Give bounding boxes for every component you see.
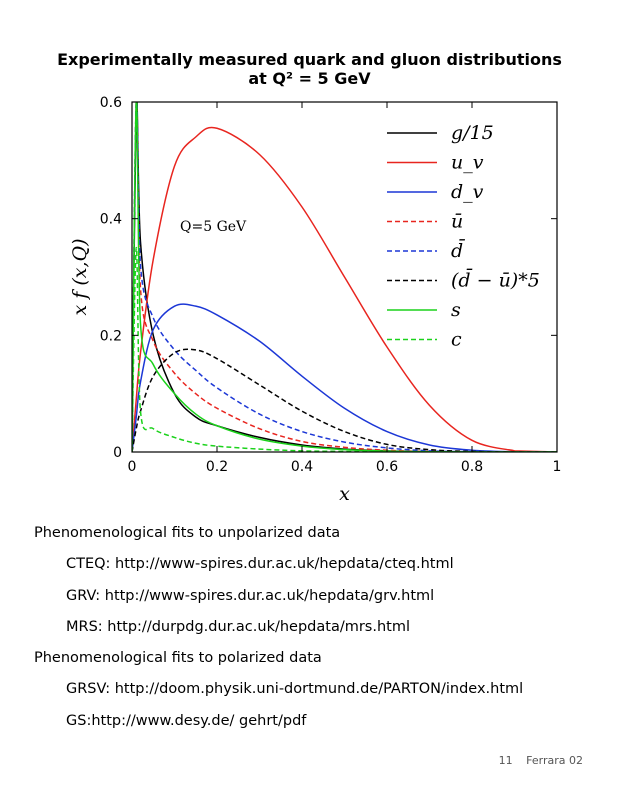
mrs-link[interactable]: MRS: http://durpdg.dur.ac.uk/hepdata/mrs… <box>66 618 410 635</box>
chart-title: Experimentally measured quark and gluon … <box>0 50 619 88</box>
grv-link[interactable]: GRV: http://www-spires.dur.ac.uk/hepdata… <box>66 587 435 604</box>
polarized-header: Phenomenological fits to polarized data <box>34 650 322 667</box>
series-line <box>132 126 557 452</box>
y-tick-label: 0 <box>113 445 122 461</box>
y-axis-label: x f (x,Q) <box>69 239 91 316</box>
legend: g/15 u_v d_v ū d̄ (d̄ − ū)*5 sc <box>387 122 540 351</box>
page-footer: 11 Ferrara 02 <box>489 754 583 767</box>
ticks-group: 0 0.2 0.4 0.6 0.8 1 0 0.2 0.4 0.6 <box>100 95 562 475</box>
x-tick-label: 1 <box>553 459 562 475</box>
page-number: 11 <box>498 754 513 767</box>
legend-label: ū <box>451 211 463 233</box>
links-section: Phenomenological fits to unpolarized dat… <box>34 518 523 737</box>
chart-area: 0 0.2 0.4 0.6 0.8 1 0 0.2 0.4 0.6 g/15 u_v d_v ū d̄ (d… <box>69 95 562 505</box>
x-tick-label: 0.4 <box>291 459 313 475</box>
x-tick-label: 0.6 <box>376 459 398 475</box>
legend-label: u_v <box>451 152 484 174</box>
cteq-link[interactable]: CTEQ: http://www-spires.dur.ac.uk/hepdat… <box>66 556 454 573</box>
footer-label: Ferrara 02 <box>526 754 583 767</box>
legend-label: d̄ <box>451 238 465 262</box>
x-axis-label: x <box>339 483 350 505</box>
legend-label: d_v <box>451 181 484 203</box>
x-tick-label: 0 <box>128 459 137 475</box>
legend-label: s <box>451 299 461 321</box>
legend-label: c <box>451 329 462 351</box>
q-annotation: Q=5 GeV <box>180 219 247 235</box>
series-line <box>132 102 557 452</box>
legend-label: g/15 <box>451 122 494 144</box>
title-line-2: at Q² = 5 GeV <box>248 69 371 88</box>
y-tick-label: 0.6 <box>100 95 122 111</box>
x-tick-label: 0.8 <box>461 459 483 475</box>
series-line <box>132 303 557 452</box>
plot-frame <box>131 101 558 453</box>
x-tick-label: 0.2 <box>206 459 228 475</box>
series-line <box>132 102 557 452</box>
unpolarized-header: Phenomenological fits to unpolarized dat… <box>34 525 341 541</box>
y-tick-label: 0.4 <box>100 212 122 228</box>
title-line-1: Experimentally measured quark and gluon … <box>57 50 562 69</box>
gs-link[interactable]: GS:http://www.desy.de/ gehrt/pdf <box>66 712 307 729</box>
series-line <box>132 348 557 452</box>
y-tick-label: 0.2 <box>100 328 122 344</box>
grsv-link[interactable]: GRSV: http://doom.physik.uni-dortmund.de… <box>66 681 524 698</box>
legend-label: (d̄ − ū)*5 <box>451 267 540 291</box>
